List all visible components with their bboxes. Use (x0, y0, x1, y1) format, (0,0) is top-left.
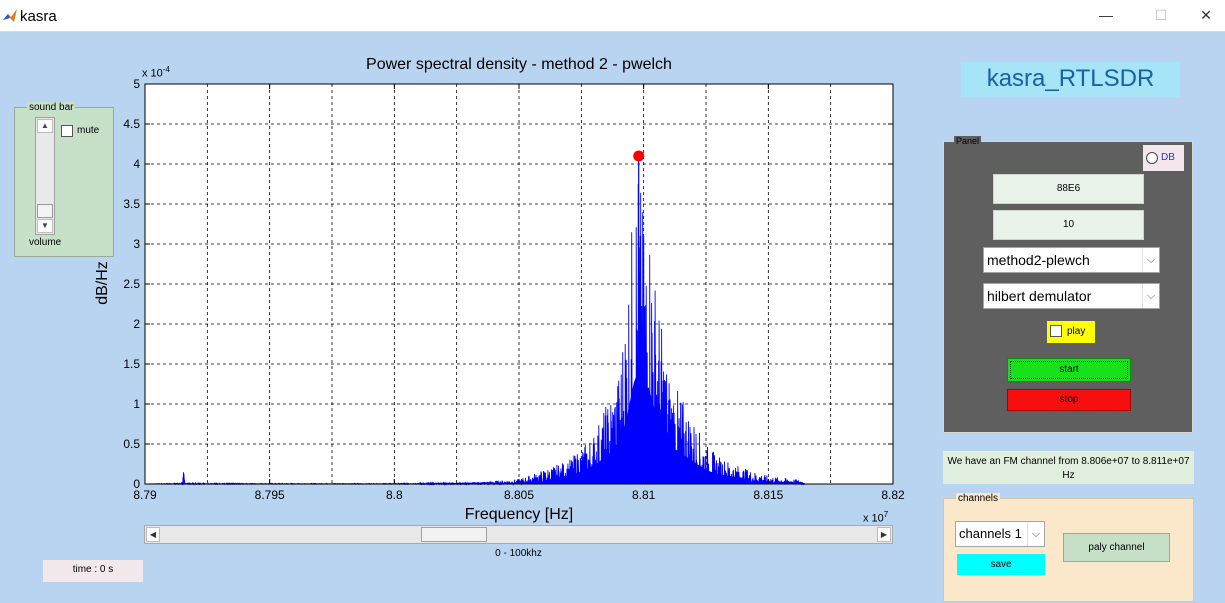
db-label: DB (1161, 152, 1175, 163)
demodulator-select-value: hilbert demulator (987, 288, 1092, 304)
maximize-button[interactable]: ☐ (1154, 7, 1168, 23)
psd-chart: 8.79 8.795 8.8 8.805 8.81 8.815 8.82 0 0.5 1 1.5 2 2… (123, 77, 905, 502)
stop-button[interactable]: stop (1007, 389, 1131, 411)
slider-right-arrow[interactable]: ▶ (877, 527, 891, 542)
y-tick-label: 0 (133, 477, 140, 491)
volume-down-arrow[interactable]: ▼ (37, 219, 53, 233)
channels-legend: channels (956, 493, 1001, 504)
y-tick-label: 5 (133, 77, 140, 91)
time-label: time : 0 s (43, 560, 143, 582)
range-label: 0 - 100khz (495, 548, 542, 559)
method-select[interactable]: method2-plewch ⌵ (983, 247, 1160, 273)
y-tick-label: 1 (133, 397, 140, 411)
x-exponent-base: x 10 (863, 512, 884, 525)
play-toggle[interactable]: play (1047, 321, 1095, 343)
save-button[interactable]: save (957, 554, 1045, 575)
y-exponent-base: x 10 (142, 67, 163, 80)
db-radio[interactable] (1146, 152, 1158, 164)
y-exponent: x 10-4 (142, 65, 170, 80)
chevron-down-icon[interactable]: ⌵ (1027, 522, 1044, 546)
x-tick-label: 8.805 (504, 488, 534, 502)
slider-left-arrow[interactable]: ◀ (146, 527, 160, 542)
y-tick-label: 1.5 (123, 357, 140, 371)
chart-title: Power spectral density - method 2 - pwel… (366, 56, 672, 73)
y-tick-label: 3.5 (123, 197, 140, 211)
mute-label: mute (77, 125, 100, 136)
gain-input[interactable]: 10 (993, 210, 1144, 240)
x-tick-label: 8.8 (386, 488, 403, 502)
matlab-icon (3, 9, 17, 22)
start-button[interactable]: start (1007, 358, 1131, 382)
channel-select[interactable]: channels 1 ⌵ (955, 521, 1045, 547)
spectrum-core (551, 369, 749, 484)
play-checkbox[interactable] (1050, 325, 1062, 337)
minimize-button[interactable]: — (1099, 7, 1113, 23)
x-tick-label: 8.815 (753, 488, 783, 502)
channel-info-text: We have an FM channel from 8.806e+07 to … (943, 451, 1194, 484)
x-exponent: x 107 (863, 510, 888, 525)
app-name-label: kasra_RTLSDR (961, 62, 1180, 97)
peak-marker (633, 150, 645, 162)
x-tick-label: 8.79 (133, 488, 157, 502)
panel-legend: Panel (954, 136, 982, 146)
slider-thumb[interactable] (421, 527, 487, 542)
chevron-down-icon[interactable]: ⌵ (1142, 284, 1159, 308)
play-channel-button[interactable]: paly channel (1063, 533, 1170, 562)
channel-select-value: channels 1 (959, 526, 1022, 541)
y-exponent-power: -4 (162, 65, 170, 74)
volume-slider[interactable]: ▲ ▼ (35, 117, 55, 235)
frequency-input[interactable]: 88E6 (993, 174, 1144, 204)
sound-bar-legend: sound bar (27, 102, 76, 113)
play-label: play (1067, 326, 1086, 337)
db-toggle[interactable]: DB (1143, 145, 1184, 171)
channels-panel: channels channels 1 ⌵ save paly channel (943, 493, 1194, 602)
x-tick-label: 8.82 (881, 488, 905, 502)
y-tick-label: 2.5 (123, 277, 140, 291)
x-axis-label: Frequency [Hz] (464, 506, 574, 523)
demodulator-select[interactable]: hilbert demulator ⌵ (983, 283, 1160, 309)
control-panel: Panel DB 88E6 10 method2-plewch ⌵ hilber… (943, 136, 1193, 433)
volume-label: volume (29, 237, 62, 248)
y-tick-label: 0.5 (123, 437, 140, 451)
volume-up-arrow[interactable]: ▲ (37, 119, 53, 133)
volume-slider-thumb[interactable] (37, 204, 53, 218)
x-exponent-power: 7 (883, 510, 889, 519)
y-tick-label: 4.5 (123, 117, 140, 131)
sound-bar-panel: sound bar ▲ ▼ mute volume (14, 102, 114, 257)
y-tick-label: 2 (133, 317, 140, 331)
y-tick-label: 3 (133, 237, 140, 251)
mute-checkbox[interactable] (61, 125, 73, 137)
title-bar: kasra — ☐ ✕ (0, 0, 1225, 32)
window-title: kasra (20, 8, 57, 25)
x-tick-label: 8.81 (632, 488, 656, 502)
chevron-down-icon[interactable]: ⌵ (1142, 248, 1159, 272)
method-select-value: method2-plewch (987, 252, 1090, 268)
close-button[interactable]: ✕ (1200, 7, 1212, 23)
y-tick-label: 4 (133, 157, 140, 171)
x-tick-label: 8.795 (255, 488, 285, 502)
frequency-range-slider[interactable]: ◀ ▶ (144, 525, 893, 544)
